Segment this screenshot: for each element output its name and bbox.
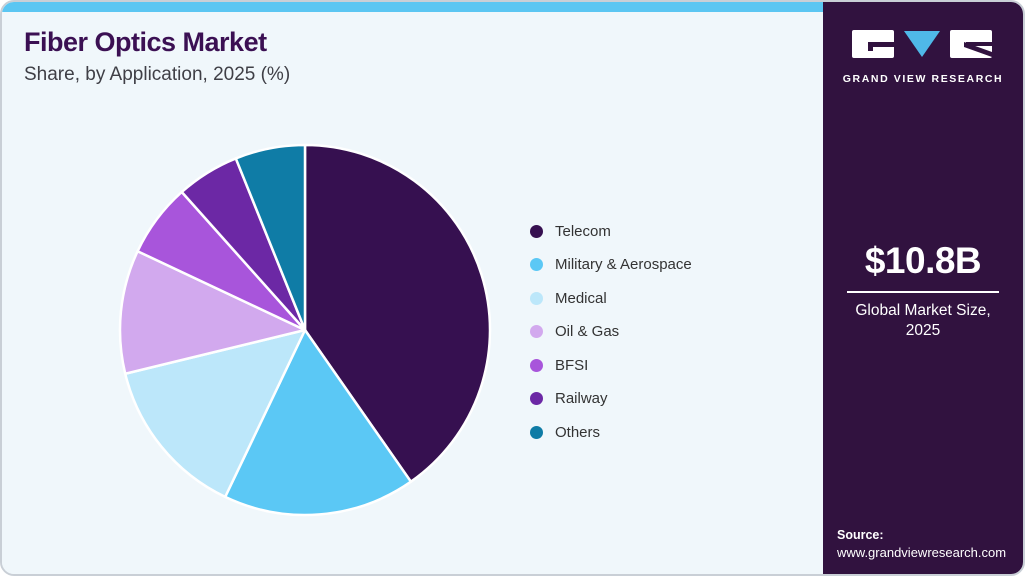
pie-slice-telecom (303, 143, 492, 483)
legend-dot-military-aerospace (530, 258, 543, 271)
pie-chart (115, 140, 495, 520)
pie-slice-medical (123, 328, 307, 499)
market-size-label: Global Market Size, 2025 (855, 301, 991, 339)
chart-legend: Telecom Military & Aerospace Medical Oil… (530, 222, 692, 441)
legend-label-bfsi: BFSI (555, 356, 589, 374)
legend-label-railway: Railway (555, 390, 608, 407)
chart-header: Fiber Optics Market Share, by Applicatio… (24, 27, 291, 86)
legend-label-military-aerospace: Military & Aerospace (555, 256, 692, 273)
legend-dot-medical (530, 291, 543, 305)
legend-dot-telecom (530, 224, 543, 238)
legend-label-oil-gas: Oil & Gas (555, 323, 620, 340)
page-title: Fiber Optics Market (24, 27, 267, 57)
legend-item-oil-gas: Oil & Gas (530, 323, 692, 340)
brand-sidebar: GRAND VIEW RESEARCH $10.8B Global Market… (823, 2, 1023, 574)
source-label: Source: (837, 528, 884, 542)
legend-item-telecom: Telecom (530, 222, 692, 240)
legend-dot-others (530, 425, 543, 439)
gvr-logo: GRAND VIEW RESEARCH (843, 28, 1004, 85)
gvr-logo-icon (852, 30, 992, 58)
market-size-block: $10.8B Global Market Size, 2025 (823, 240, 1023, 341)
pie-slice-military-aerospace (223, 328, 413, 517)
source-url: www.grandviewresearch.com (837, 545, 1007, 560)
market-size-divider (847, 291, 999, 293)
source-block: Source: www.grandviewresearch.com (837, 528, 1006, 560)
legend-dot-bfsi (530, 358, 543, 372)
market-size-value: $10.8B (864, 240, 982, 281)
pie-slice-others (234, 143, 307, 332)
legend-item-others: Others (530, 423, 692, 441)
legend-dot-oil-gas (530, 325, 543, 338)
pie-chart-svg (118, 143, 492, 517)
legend-item-railway: Railway (530, 390, 692, 407)
gvr-logo-text: GRAND VIEW RESEARCH (842, 73, 1004, 85)
chart-panel: Fiber Optics Market Share, by Applicatio… (2, 2, 823, 574)
legend-item-bfsi: BFSI (530, 356, 692, 374)
legend-item-medical: Medical (530, 289, 692, 307)
legend-label-others: Others (555, 423, 601, 441)
page-subtitle: Share, by Application, 2025 (%) (24, 63, 291, 85)
legend-label-medical: Medical (555, 289, 607, 307)
legend-dot-railway (530, 392, 543, 405)
pie-slice-oil-gas (118, 249, 307, 376)
accent-top-strip (2, 2, 823, 12)
legend-label-telecom: Telecom (555, 222, 611, 240)
legend-item-military-aerospace: Military & Aerospace (530, 256, 692, 273)
